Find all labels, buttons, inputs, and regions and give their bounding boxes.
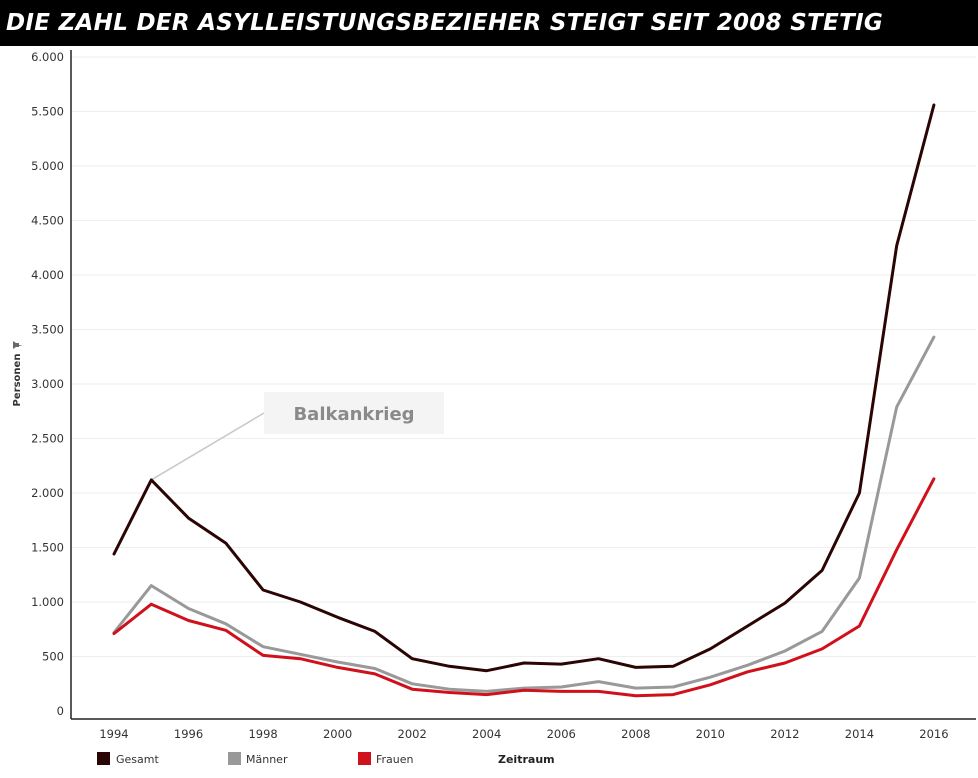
series-line-gesamt [112,103,936,673]
y-tick-label: 6.000 [31,50,64,64]
series-line-maenner [112,335,936,693]
axes [70,50,976,720]
y-tick-label: 5.000 [31,159,64,173]
legend-swatch-maenner [228,752,241,765]
x-tick-label: 2012 [770,727,799,741]
legend-label-maenner: Männer [246,753,288,766]
y-tick-label: 4.500 [31,214,64,228]
series-lines [112,103,936,698]
series-line-frauen [112,477,936,698]
annotation-connector [150,412,265,481]
x-tick-label: 1994 [99,727,128,741]
x-tick-label: 2014 [845,727,874,741]
x-tick-label: 2008 [621,727,650,741]
x-tick-labels: 1994 1996 1998 2000 2002 2004 2006 2008 2010 2012… [99,727,948,741]
y-tick-label: 1.000 [31,595,64,609]
y-tick-label: 2.500 [31,432,64,446]
y-tick-label: 0 [57,704,64,718]
legend-label-frauen: Frauen [376,753,414,766]
x-tick-label: 2016 [919,727,948,741]
annotation: Balkankrieg [150,392,444,481]
x-tick-label: 2004 [472,727,501,741]
legend-label-gesamt: Gesamt [116,753,159,766]
page-title: DIE ZAHL DER ASYLLEISTUNGSBEZIEHER STEIG… [0,0,978,46]
y-tick-label: 3.500 [31,323,64,337]
legend-swatch-gesamt [97,752,110,765]
x-tick-label: 2000 [323,727,352,741]
x-tick-label: 2002 [398,727,427,741]
x-tick-label: 2006 [547,727,576,741]
legend-swatch-frauen [358,752,371,765]
y-tick-label: 2.000 [31,486,64,500]
y-tick-label: 5.500 [31,105,64,119]
y-axis-title: Personen [12,354,23,407]
pin-icon [13,341,23,349]
grid-lines [72,56,976,657]
x-tick-label: 2010 [696,727,725,741]
y-tick-label: 3.000 [31,377,64,391]
y-tick-label: 500 [42,650,64,664]
x-tick-label: 1996 [174,727,203,741]
y-tick-label: 1.500 [31,541,64,555]
y-tick-label: 4.000 [31,268,64,282]
y-tick-labels: 0 500 1.000 1.500 2.000 2.500 3.000 3.500 4.000 4… [31,50,64,718]
x-tick-label: 1998 [248,727,277,741]
annotation-box [264,392,444,434]
legend: Gesamt Männer Frauen Zeitraum [97,752,555,766]
x-axis-title: Zeitraum [498,753,555,766]
annotation-label: Balkankrieg [293,404,414,425]
